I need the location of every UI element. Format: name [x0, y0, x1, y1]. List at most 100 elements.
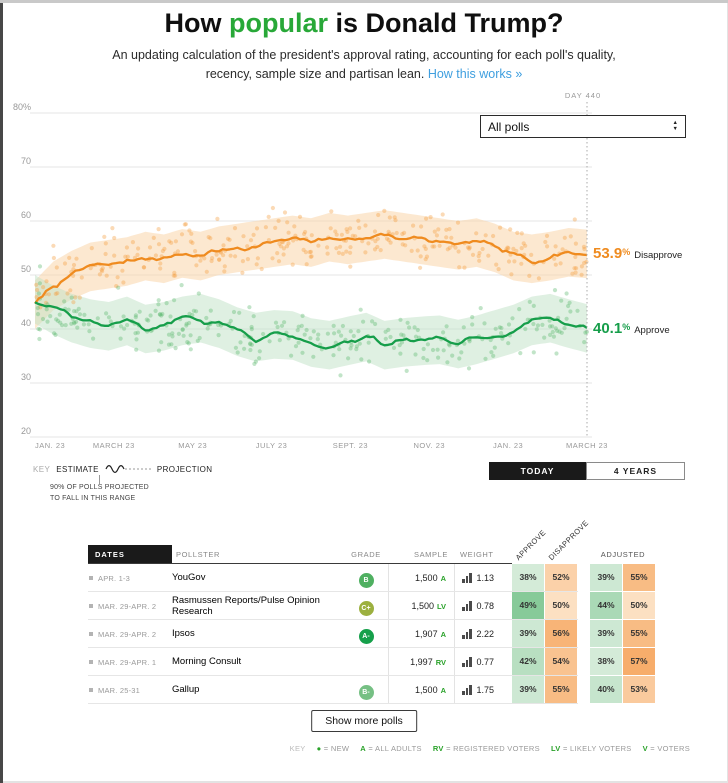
title-highlight: popular [228, 8, 328, 38]
svg-text:JAN. 23: JAN. 23 [493, 441, 523, 450]
svg-text:80%: 80% [13, 102, 31, 112]
sample-column-header: SAMPLE [413, 550, 448, 559]
disapprove-cell: 56% [545, 620, 577, 647]
sample-size: 1,500 LV [388, 592, 454, 620]
pollster-name: Gallup [172, 684, 200, 696]
svg-text:60: 60 [21, 210, 31, 220]
svg-text:40: 40 [21, 318, 31, 328]
disapprove-cell: 50% [545, 592, 577, 619]
adjusted-disapprove-cell: 55% [623, 564, 655, 591]
poll-weight: 0.77 [454, 648, 512, 676]
sample-type-code: A [440, 629, 446, 639]
poll-dates: APR. 1-3 [88, 574, 172, 583]
svg-text:MARCH 23: MARCH 23 [93, 441, 135, 450]
poll-weight: 1.13 [454, 564, 512, 592]
four-years-button[interactable]: 4 YEARS [586, 462, 685, 480]
svg-text:DAY 440: DAY 440 [565, 91, 601, 100]
sample-size: 1,907 A [388, 620, 454, 648]
approve-cell: 38% [512, 564, 544, 591]
grade-badge: A- [344, 625, 388, 644]
adjusted-disapprove-cell: 57% [623, 648, 655, 675]
poll-dates: MAR. 29-APR. 2 [88, 602, 172, 611]
chart-key: KEY ESTIMATE PROJECTION 90% OF POLLS PRO… [33, 464, 212, 504]
grade-badge: C+ [344, 597, 388, 616]
adjusted-approve-cell: 39% [590, 564, 622, 591]
pollster-name: Rasmussen Reports/Pulse Opinion Research [172, 594, 320, 617]
poll-weight: 0.78 [454, 592, 512, 620]
table-row: MAR. 29-APR. 2 Ipsos A- 1,907 A 2.22 39% 56% 39%… [88, 620, 656, 648]
sample-size: 1,997 RV [388, 648, 454, 676]
disapprove-cell: 52% [545, 564, 577, 591]
approve-cell: 49% [512, 592, 544, 619]
approve-value-label: 40.1% Approve [593, 320, 670, 338]
footer-key-item: V = VOTERS [642, 744, 690, 753]
percent-sign: % [622, 322, 631, 332]
disapprove-column-header: DISAPPROVE [546, 518, 591, 562]
table-row: MAR. 25-31 Gallup B- 1,500 A 1.75 39% 55% 40% 53% [88, 676, 656, 704]
disapprove-word: Disapprove [634, 250, 683, 261]
poll-bullet-icon [89, 688, 93, 692]
weight-column-header: WEIGHT [460, 550, 494, 559]
estimate-label: ESTIMATE [56, 464, 99, 474]
polls-table-rows: APR. 1-3 YouGov B 1,500 A 1.13 38% 52% 39% 55% MAR… [88, 564, 656, 704]
weight-bars-icon [462, 629, 472, 639]
svg-text:MARCH 23: MARCH 23 [566, 441, 608, 450]
subtitle-line2: recency, sample size and partisan lean. [205, 66, 425, 81]
footer-key-item: RV = REGISTERED VOTERS [432, 744, 540, 753]
band-note: 90% OF POLLS PROJECTED TO FALL IN THIS R… [50, 482, 212, 504]
how-this-works-link[interactable]: How this works » [427, 66, 523, 81]
footer-key-item: ● = NEW [316, 744, 350, 753]
adjusted-approve-cell: 38% [590, 648, 622, 675]
pollster-name: Morning Consult [172, 656, 242, 668]
grade-badge: B [344, 569, 388, 588]
svg-text:JULY 23: JULY 23 [256, 441, 288, 450]
svg-text:70: 70 [21, 156, 31, 166]
time-range-toggle: TODAY 4 YEARS [489, 462, 685, 480]
footer-key: KEY ● = NEW A = ALL ADULTS RV = REGISTERED… [290, 744, 690, 753]
table-row: MAR. 29-APR. 2 Rasmussen Reports/Pulse Op… [88, 592, 656, 620]
projection-label: PROJECTION [156, 464, 213, 474]
updown-arrows-icon: ▲ ▼ [672, 119, 678, 132]
poll-weight: 2.22 [454, 620, 512, 648]
poll-bullet-icon [89, 576, 93, 580]
poll-bullet-icon [89, 604, 93, 608]
estimate-squiggle-icon [105, 465, 151, 473]
disapprove-cell: 55% [545, 676, 577, 703]
show-more-polls-button[interactable]: Show more polls [311, 710, 417, 732]
adjusted-disapprove-cell: 53% [623, 676, 655, 703]
disapprove-cell: 54% [545, 648, 577, 675]
approve-cell: 39% [512, 620, 544, 647]
adjusted-column-header: ADJUSTED [600, 550, 646, 559]
dates-column-header: DATES [88, 545, 172, 564]
grade-badge: B- [344, 681, 388, 700]
subtitle-line1: An updating calculation of the president… [112, 48, 616, 62]
polls-table: DATES POLLSTER GRADE SAMPLE WEIGHT APPRO… [88, 518, 656, 704]
approve-percent: 40.1 [593, 320, 623, 337]
page-title: How popular is Donald Trump? [0, 0, 728, 39]
adjusted-approve-cell: 44% [590, 592, 622, 619]
today-button[interactable]: TODAY [489, 462, 586, 480]
footer-key-items: ● = NEW A = ALL ADULTS RV = REGISTERED VOT… [317, 744, 690, 753]
adjusted-approve-cell: 40% [590, 676, 622, 703]
approve-column-header: APPROVE [513, 528, 548, 562]
key-label: KEY [33, 464, 51, 474]
approve-cell: 39% [512, 676, 544, 703]
approve-word: Approve [634, 325, 670, 336]
svg-text:JAN. 23: JAN. 23 [35, 441, 65, 450]
polls-dropdown[interactable]: All polls ▲ ▼ [480, 115, 686, 138]
disapprove-percent: 53.9 [593, 245, 623, 262]
grade-column-header: GRADE [351, 550, 381, 559]
svg-text:SEPT. 23: SEPT. 23 [333, 441, 368, 450]
weight-bars-icon [462, 573, 472, 583]
adjusted-approve-cell: 39% [590, 620, 622, 647]
svg-text:MAY 23: MAY 23 [178, 441, 207, 450]
weight-bars-icon [462, 601, 472, 611]
weight-bars-icon [462, 657, 472, 667]
key-connector-line [99, 475, 100, 484]
sample-type-code: LV [436, 601, 446, 611]
approval-chart: 80% 70 60 50 40 30 20 JAN. 23 MARCH 23 MAY 23 JULY… [13, 91, 608, 450]
svg-text:50: 50 [21, 264, 31, 274]
approve-cell: 42% [512, 648, 544, 675]
disapprove-value-label: 53.9% Disapprove [593, 245, 682, 263]
